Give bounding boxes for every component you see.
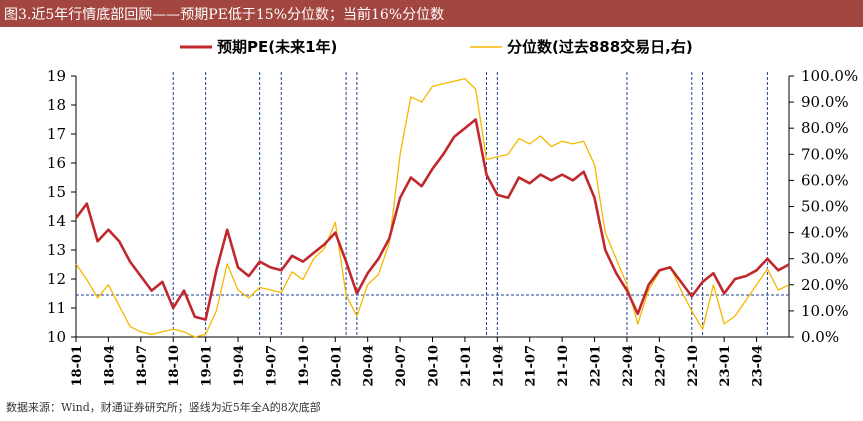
series-group: [74, 77, 790, 338]
y-right-tick-label: 20.0%: [801, 276, 849, 294]
y-left-tick-label: 11: [47, 299, 66, 317]
y-right-tick-label: 30.0%: [801, 250, 849, 268]
plot-frame: [75, 76, 790, 338]
y-left-tick-label: 14: [47, 212, 66, 230]
legend: 预期PE(未来1年) 分位数(过去888交易日,右): [180, 38, 693, 56]
x-tick-label: 18-01: [70, 345, 85, 387]
y-left-tick-label: 13: [47, 241, 66, 259]
y-left-tick-label: 16: [47, 154, 66, 172]
x-tick-label: 22-01: [589, 345, 604, 387]
x-tick-label: 22-07: [653, 345, 668, 387]
reference-lines: [76, 72, 789, 337]
y-left-tick-label: 10: [47, 328, 66, 346]
x-tick-label: 21-01: [459, 345, 474, 387]
y-axis-right: 0.0% 10.0% 20.0% 30.0% 40.0% 50.0% 60.0% 70.0% 8…: [789, 67, 858, 346]
x-tick-label: 23-01: [718, 345, 733, 387]
y-right-tick-label: 70.0%: [801, 145, 849, 163]
x-tick-label: 20-01: [329, 345, 344, 387]
y-right-tick-label: 0.0%: [801, 328, 839, 346]
x-tick-label: 19-10: [297, 345, 312, 387]
x-tick-label: 23-04: [751, 345, 766, 387]
x-tick-label: 19-01: [200, 345, 215, 387]
pe-series-line: [74, 118, 790, 321]
chart-canvas: 10 11 12 13 14 15 16 17 18 19 0.0% 10.0% 20.0% 30.0%…: [47, 38, 858, 387]
x-tick-label: 18-10: [167, 345, 182, 387]
x-tick-label: 20-07: [394, 345, 409, 387]
x-tick-label: 21-04: [491, 345, 506, 387]
y-right-tick-label: 80.0%: [801, 119, 849, 137]
percentile-series-line: [75, 77, 790, 338]
x-tick-label: 21-10: [556, 345, 571, 387]
x-axis: 18-01 18-04 18-07 18-10 19-01 19-04 19-07 19-10…: [70, 337, 766, 387]
source-note: 数据来源：Wind，财通证券研究所；竖线为近5年全A的8次底部: [6, 401, 321, 414]
x-tick-label: 20-10: [427, 345, 442, 387]
y-right-tick-label: 60.0%: [801, 171, 849, 189]
x-tick-label: 18-04: [102, 345, 117, 387]
y-left-tick-label: 18: [47, 96, 66, 114]
title-bar: 图3.近5年行情底部回顾——预期PE低于15%分位数；当前16%分位数: [0, 0, 863, 27]
y-right-tick-label: 10.0%: [801, 302, 849, 320]
x-tick-label: 21-07: [524, 345, 539, 387]
chart-title: 图3.近5年行情底部回顾——预期PE低于15%分位数；当前16%分位数: [4, 7, 445, 23]
y-left-tick-label: 15: [47, 183, 66, 201]
legend-pe-label: 预期PE(未来1年): [217, 38, 337, 56]
x-tick-label: 19-07: [264, 345, 279, 387]
x-tick-label: 19-04: [232, 345, 247, 387]
y-left-tick-label: 19: [47, 67, 66, 85]
x-tick-label: 22-10: [686, 345, 701, 387]
y-right-tick-label: 90.0%: [801, 93, 849, 111]
y-axis-left: 10 11 12 13 14 15 16 17 18 19: [47, 67, 76, 346]
legend-percentile-label: 分位数(过去888交易日,右): [507, 38, 693, 56]
y-right-tick-label: 40.0%: [801, 224, 849, 242]
y-right-tick-label: 100.0%: [801, 67, 858, 85]
y-left-tick-label: 12: [47, 270, 66, 288]
x-tick-label: 18-07: [135, 345, 150, 387]
y-right-tick-label: 50.0%: [801, 198, 849, 216]
x-tick-label: 22-04: [621, 345, 636, 387]
y-left-tick-label: 17: [47, 125, 66, 143]
x-tick-label: 20-04: [362, 345, 377, 387]
